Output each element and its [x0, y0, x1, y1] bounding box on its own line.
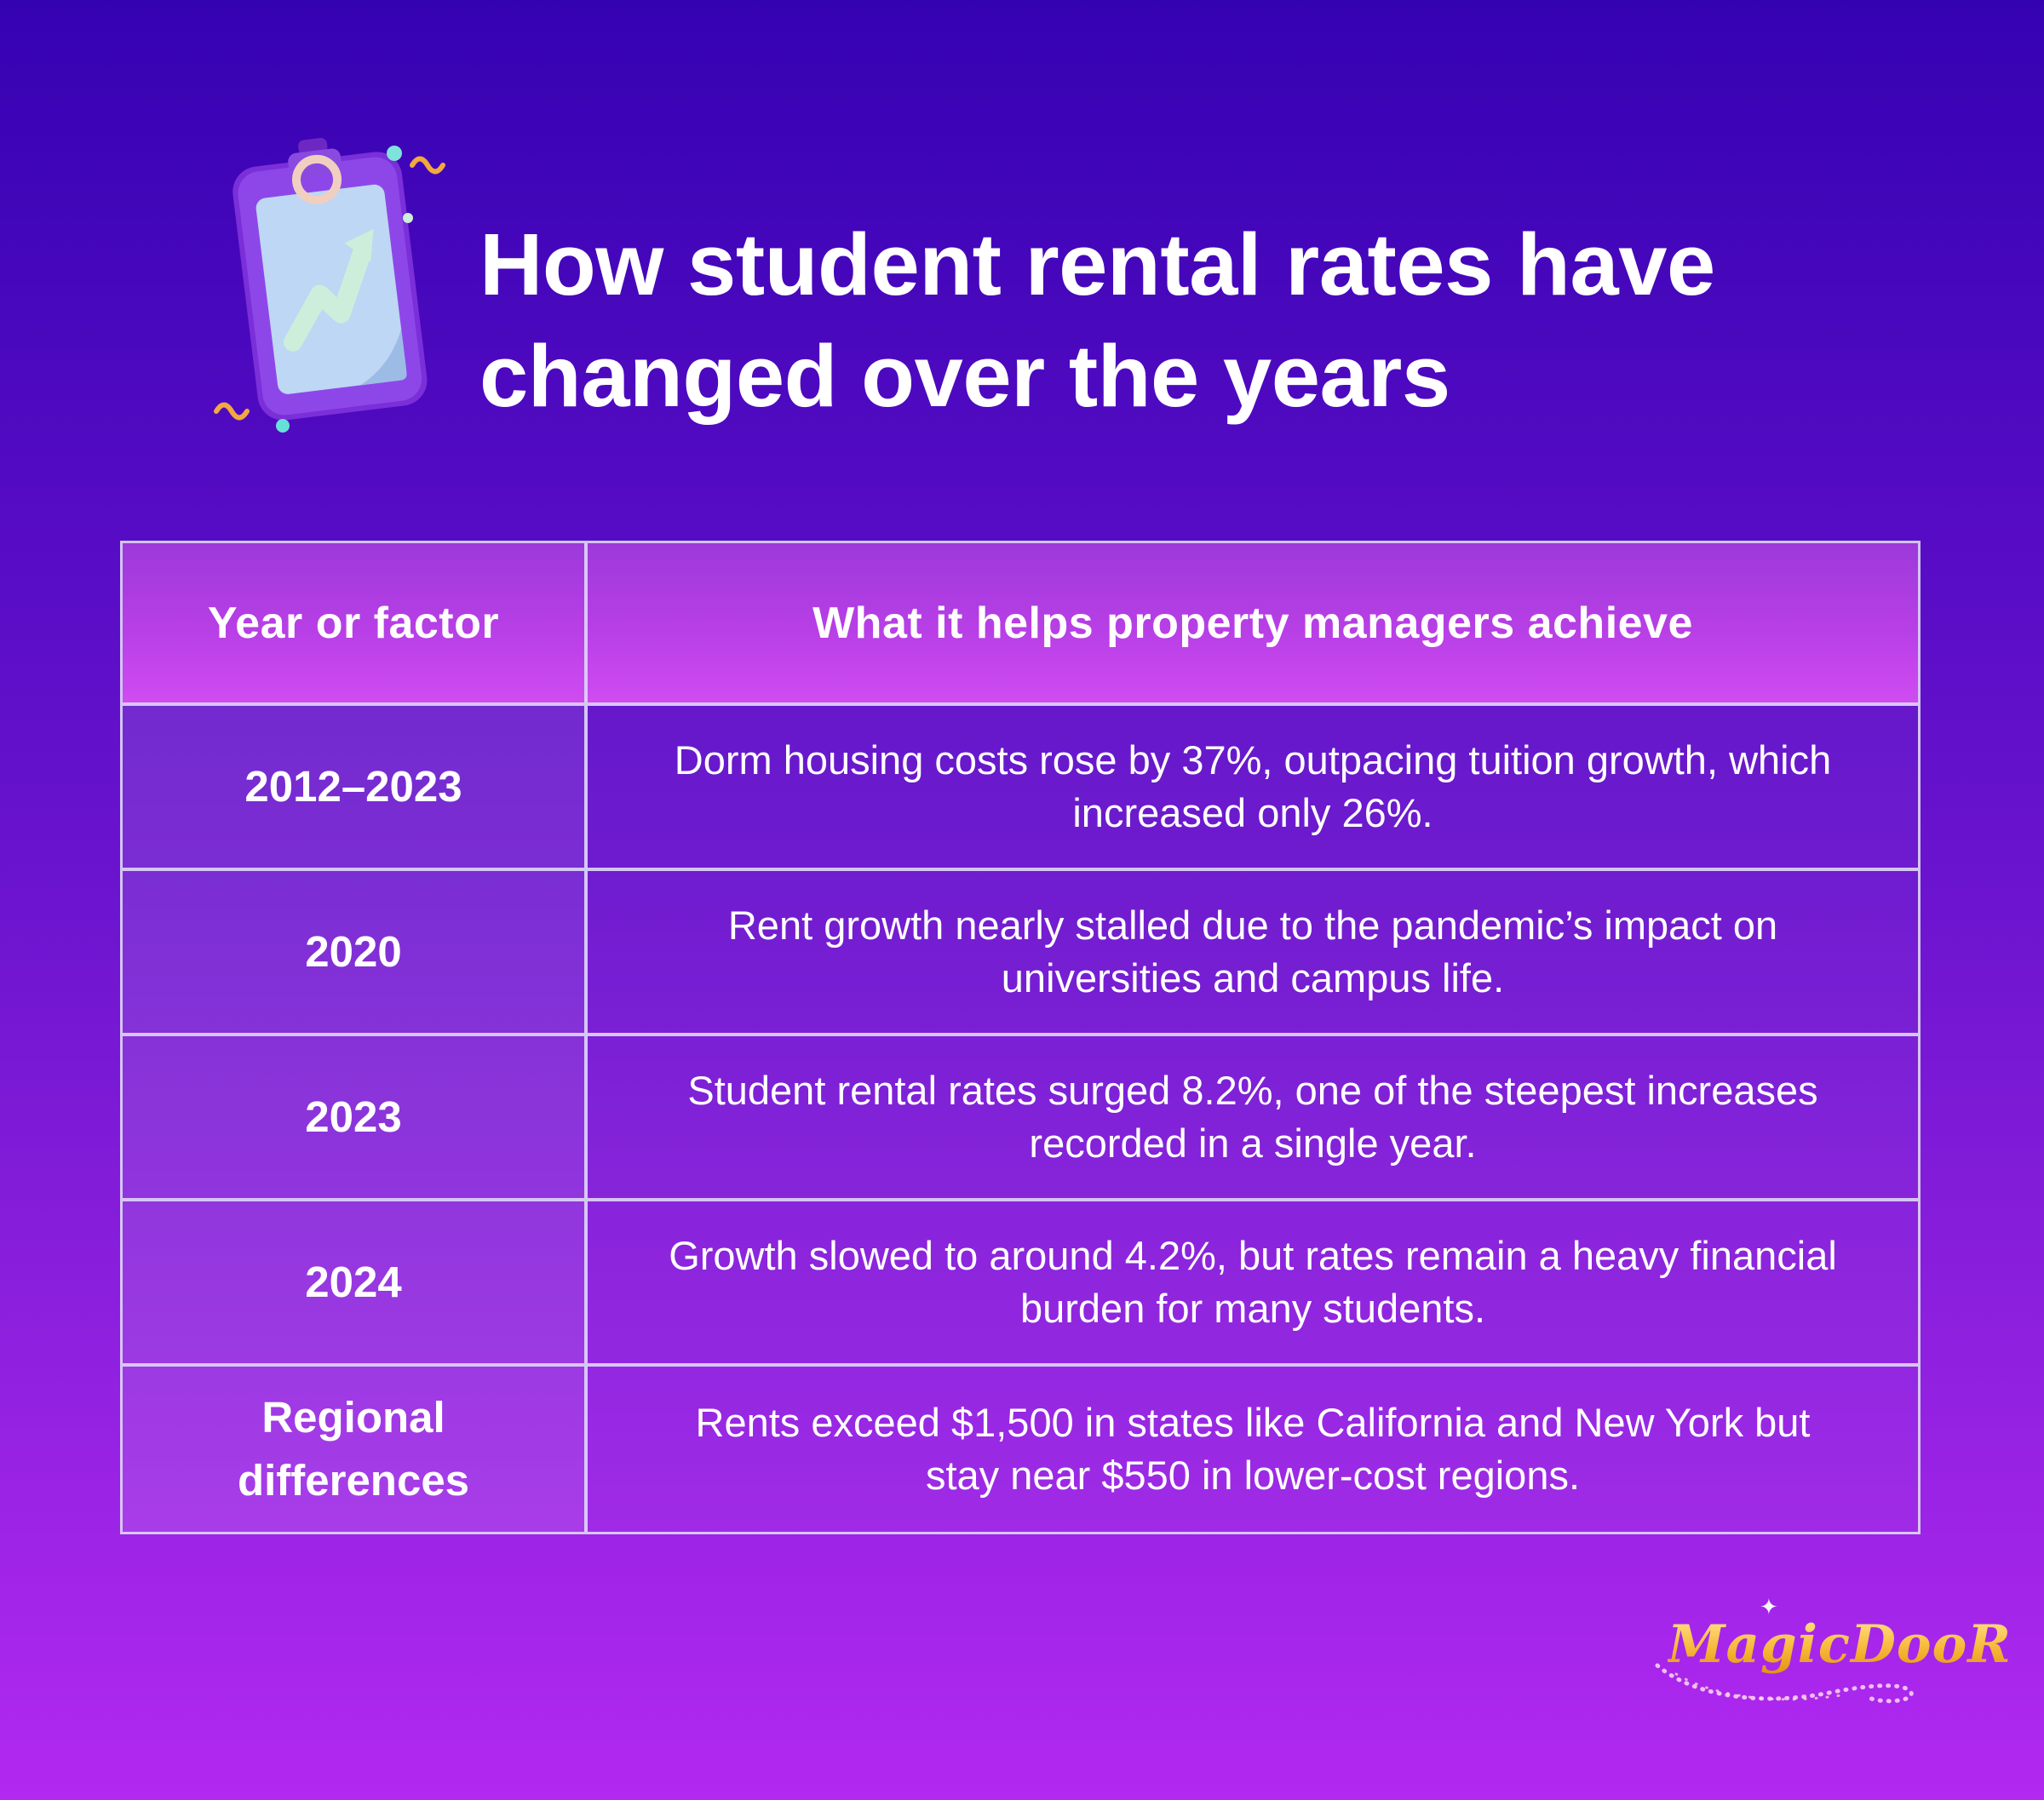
page-title-line2: changed over the years	[479, 327, 1450, 425]
table-row-factor: 2020	[123, 871, 588, 1036]
table-row-description: Rent growth nearly stalled due to the pa…	[588, 871, 1918, 1036]
table-row-factor: 2023	[123, 1036, 588, 1201]
page-title-line1: How student rental rates have	[479, 215, 1715, 313]
table-row-description: Rents exceed $1,500 in states like Calif…	[588, 1367, 1918, 1532]
column-header-description: What it helps property managers achieve	[588, 543, 1918, 706]
column-header-year-or-factor: Year or factor	[123, 543, 588, 706]
sparkle-icon: ✦	[1760, 1594, 1778, 1619]
magicdoor-logo: MagicDooR	[1668, 1614, 2012, 1675]
page-title: How student rental rates have changed ov…	[479, 209, 1927, 432]
table-row-description: Student rental rates surged 8.2%, one of…	[588, 1036, 1918, 1201]
table-row-description: Dorm housing costs rose by 37%, outpacin…	[588, 706, 1918, 871]
table-row-factor: Regional differences	[123, 1367, 588, 1532]
rental-rates-table: Year or factor What it helps property ma…	[120, 541, 1921, 1534]
sparkle-trail-icon	[1655, 1663, 1914, 1704]
table-row-description: Growth slowed to around 4.2%, but rates …	[588, 1201, 1918, 1367]
table-row-factor: 2012–2023	[123, 706, 588, 871]
clipboard-trend-chart-icon	[214, 138, 445, 433]
table-row-factor: 2024	[123, 1201, 588, 1367]
